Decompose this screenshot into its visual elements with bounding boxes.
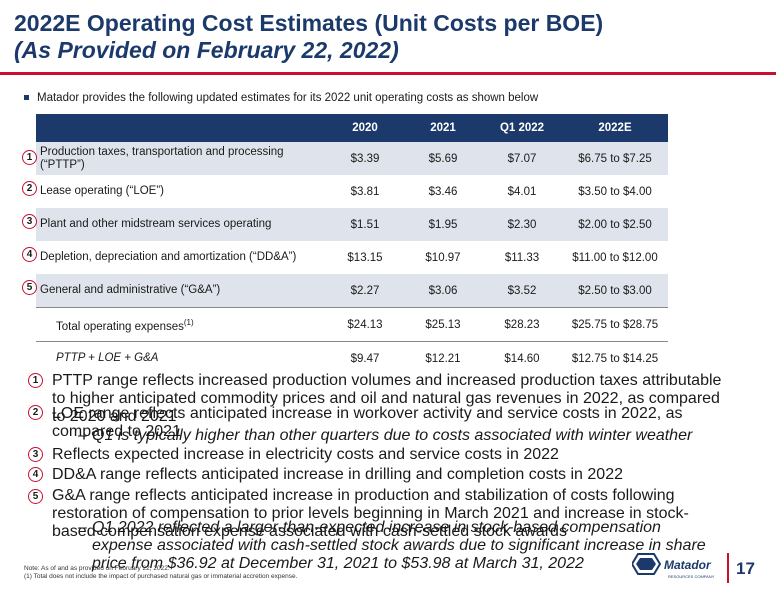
header-2022e: 2022E xyxy=(562,114,668,142)
table-row-total: Total operating expenses(1) $24.13 $25.1… xyxy=(36,307,668,342)
cell-2020: $9.47 xyxy=(350,352,380,365)
table-header-row: 2020 2021 Q1 2022 2022E xyxy=(36,114,668,142)
row-label: PTTP + LOE + G&A xyxy=(56,352,159,364)
table-row-pttp-loe-ga: PTTP + LOE + G&A $9.47 $12.21 $14.60 $12… xyxy=(36,342,668,376)
cell-2020: $1.51 xyxy=(326,208,404,241)
cell-2021: $12.21 xyxy=(425,352,461,365)
row-label: Total operating expenses(1) xyxy=(36,307,326,342)
cell-2020: $3.39 xyxy=(326,142,404,175)
operating-cost-table: 2020 2021 Q1 2022 2022E Production taxes… xyxy=(36,114,668,375)
square-bullet-icon xyxy=(24,95,29,101)
footnote-ref: (1) xyxy=(183,317,194,327)
footnote-line-2: (1) Total does not include the impact of… xyxy=(24,573,298,580)
header-2020: 2020 xyxy=(326,114,404,142)
header-q1-2022: Q1 2022 xyxy=(482,114,562,142)
note-loe-sub: – Q1 is typically higher than other quart… xyxy=(78,427,752,445)
intro-text: Matador provides the following updated e… xyxy=(37,92,539,104)
cell-2022e: $2.00 to $2.50 xyxy=(562,208,668,241)
intro-bullet: Matador provides the following updated e… xyxy=(24,92,538,104)
cell-q1-2022: $3.52 xyxy=(482,274,562,308)
logo-wordmark: Matador xyxy=(664,558,712,572)
header-2021: 2021 xyxy=(404,114,482,142)
table-row-pttp: Production taxes, transportation and pro… xyxy=(36,142,668,175)
cell-2021: $1.95 xyxy=(404,208,482,241)
cell-2022e: $11.00 to $12.00 xyxy=(572,251,658,264)
cell-2020: $13.15 xyxy=(347,251,383,264)
note-loe-sub-text: Q1 is typically higher than other quarte… xyxy=(92,427,693,444)
dash-marker: – xyxy=(78,519,87,536)
note-badge-2: 2 xyxy=(28,405,43,420)
cell-q1-2022: $2.30 xyxy=(482,208,562,241)
cell-2022e: $6.75 to $7.25 xyxy=(562,142,668,175)
cell-2022e: $3.50 to $4.00 xyxy=(578,185,652,198)
row-badge-3: 3 xyxy=(22,214,37,229)
cell-q1-2022: $14.60 xyxy=(504,352,540,365)
cell-q1-2022: $4.01 xyxy=(507,185,537,198)
row-badge-1: 1 xyxy=(22,150,37,165)
note-dda: DD&A range reflects anticipated increase… xyxy=(52,466,623,483)
cell-2021: $25.13 xyxy=(404,307,482,342)
cell-2021: $5.69 xyxy=(404,142,482,175)
cell-2020: $2.27 xyxy=(326,274,404,308)
row-label: General and administrative (“G&A”) xyxy=(36,274,326,308)
cell-2020: $3.81 xyxy=(350,185,380,198)
note-badge-3: 3 xyxy=(28,447,43,462)
cell-2021: $3.46 xyxy=(428,185,458,198)
row-label: Depletion, depreciation and amortization… xyxy=(40,251,297,263)
cell-q1-2022: $7.07 xyxy=(482,142,562,175)
cell-2022e: $25.75 to $28.75 xyxy=(562,307,668,342)
cell-2020: $24.13 xyxy=(326,307,404,342)
row-badge-2: 2 xyxy=(22,181,37,196)
page-title: 2022E Operating Cost Estimates (Unit Cos… xyxy=(14,10,764,64)
footnote-line-1: Note: As of and as provided on February … xyxy=(24,565,170,572)
page-number: 17 xyxy=(736,559,755,578)
cell-2021: $3.06 xyxy=(404,274,482,308)
title-divider xyxy=(0,72,776,75)
matador-logo: Matador RESOURCES COMPANY xyxy=(632,553,715,579)
title-line-1: 2022E Operating Cost Estimates (Unit Cos… xyxy=(14,10,604,36)
title-line-2: (As Provided on February 22, 2022) xyxy=(14,37,399,63)
table-row-dda: Depletion, depreciation and amortization… xyxy=(36,241,668,274)
table-row-loe: Lease operating (“LOE”) $3.81 $3.46 $4.0… xyxy=(36,175,668,208)
cell-2022e: $2.50 to $3.00 xyxy=(562,274,668,308)
note-ga: G&A range reflects anticipated increase … xyxy=(52,487,689,540)
total-label: Total operating expenses xyxy=(56,320,184,333)
header-blank xyxy=(36,114,326,142)
note-badge-1: 1 xyxy=(28,373,43,388)
note-ga-sub-text: Q1 2022 reflected a larger-than-expected… xyxy=(92,519,706,572)
note-loe: LOE range reflects anticipated increase … xyxy=(52,405,683,440)
row-badge-5: 5 xyxy=(22,280,37,295)
logo-tagline: RESOURCES COMPANY xyxy=(668,574,715,579)
row-badge-4: 4 xyxy=(22,247,37,262)
row-label: Plant and other midstream services opera… xyxy=(36,208,326,241)
footnote: Note: As of and as provided on February … xyxy=(24,565,297,581)
note-badge-4: 4 xyxy=(28,467,43,482)
page-number-divider xyxy=(727,553,729,583)
note-ga-sub: – Q1 2022 reflected a larger-than-expecte… xyxy=(78,519,722,573)
cell-q1-2022: $11.33 xyxy=(504,251,540,264)
cell-2021: $10.97 xyxy=(425,251,461,264)
note-badge-5: 5 xyxy=(28,489,43,504)
table-row-ga: General and administrative (“G&A”) $2.27… xyxy=(36,274,668,308)
row-label: Production taxes, transportation and pro… xyxy=(36,142,326,175)
note-pttp: PTTP range reflects increased production… xyxy=(52,372,722,425)
note-midstream: Reflects expected increase in electricit… xyxy=(52,446,559,463)
cell-2022e: $12.75 to $14.25 xyxy=(571,352,659,365)
dash-marker: – xyxy=(78,427,87,444)
table-row-midstream: Plant and other midstream services opera… xyxy=(36,208,668,241)
row-label: Lease operating (“LOE”) xyxy=(40,185,165,197)
cell-q1-2022: $28.23 xyxy=(482,307,562,342)
